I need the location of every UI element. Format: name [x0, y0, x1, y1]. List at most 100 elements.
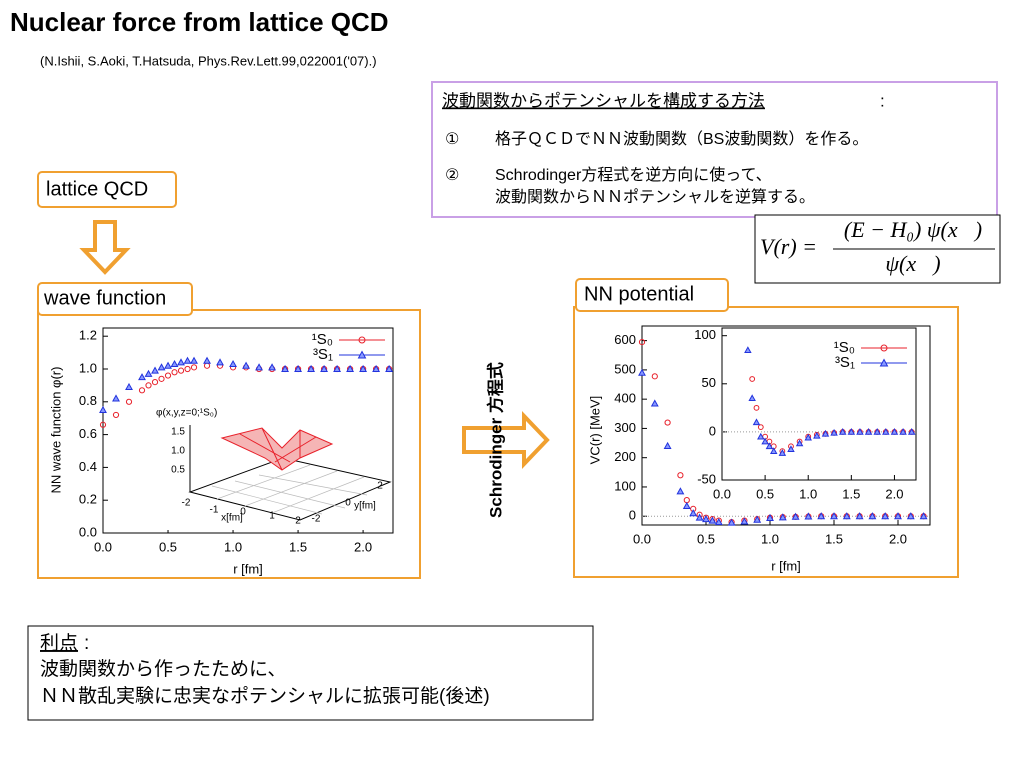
y-tick-label: 0: [629, 508, 636, 523]
data-point: [753, 515, 762, 523]
data-point: [294, 364, 303, 372]
label-text: lattice QCD: [46, 178, 148, 200]
legend-label: ¹S₀: [834, 339, 855, 356]
item-mark: ①: [445, 131, 459, 148]
data-point: [164, 361, 172, 369]
data-point: [765, 442, 774, 450]
data-point: [664, 419, 671, 426]
y-axis-label: NN wave function φ(r): [48, 367, 63, 494]
data-point: [847, 427, 856, 435]
y-tick-label: 0: [709, 423, 716, 438]
label-text: wave function: [43, 287, 166, 309]
item-text: 波動関数からＮＮポテンシャルを逆算する。: [495, 187, 815, 206]
x-tick-label: 2.0: [889, 531, 907, 546]
legend-marker: [358, 336, 366, 344]
data-point: [99, 405, 107, 413]
advantage-colon: :: [84, 633, 89, 654]
data-point: [868, 512, 877, 520]
surface-grid: [211, 464, 368, 515]
surface-inset: [152, 404, 392, 530]
y-tick-label: 0.0: [79, 524, 97, 539]
data-point: [138, 387, 146, 394]
data-point: [748, 394, 756, 402]
formula-denominator: ψ(x⃗): [885, 251, 940, 276]
data-point: [821, 429, 830, 437]
y-tick-label: 1.0: [79, 360, 97, 375]
plot-area: [721, 327, 917, 481]
data-point: [164, 372, 172, 379]
y-axis-label: VC(r) [MeV]: [587, 396, 602, 465]
data-point: [676, 487, 685, 495]
data-point: [695, 513, 704, 521]
data-point: [125, 398, 133, 405]
data-point: [177, 358, 185, 366]
y-tick-label: 100: [694, 327, 716, 342]
data-point: [663, 441, 672, 449]
data-point: [804, 512, 813, 520]
data-point: [842, 512, 851, 520]
x-tick-label: 0.5: [756, 486, 774, 501]
x-tick-label: 1.5: [289, 539, 307, 554]
data-point: [856, 427, 864, 435]
data-point: [170, 359, 179, 368]
formula-lhs: V(r) =: [760, 234, 817, 259]
data-point: [702, 515, 710, 523]
data-point: [677, 472, 684, 479]
data-point: [689, 509, 698, 517]
data-point: [638, 338, 646, 346]
x-tick-label: 2.0: [885, 486, 903, 501]
x-tick-label: 1.0: [224, 539, 242, 554]
data-point: [242, 361, 250, 369]
down-arrow: [79, 220, 131, 275]
data-point: [112, 394, 120, 402]
surface-label: x[fm]: [221, 513, 243, 524]
data-point: [766, 513, 774, 521]
legend-label: ³S₁: [313, 346, 333, 363]
data-point: [855, 512, 864, 520]
surface-title: φ(x,y,z=0;¹S₀): [156, 408, 217, 419]
surface-label: y[fm]: [354, 501, 376, 512]
data-point: [203, 356, 211, 364]
legend-label: ¹S₀: [312, 331, 333, 348]
data-point: [864, 427, 873, 435]
surface-tick: 2: [377, 481, 383, 492]
data-point: [385, 364, 394, 372]
data-point: [795, 439, 804, 447]
right-arrow: [462, 411, 550, 469]
method-colon: :: [880, 91, 885, 110]
advantage-text: 波動関数から作ったために、: [40, 658, 286, 680]
data-point: [894, 512, 902, 520]
data-point: [151, 366, 159, 374]
data-point: [778, 513, 787, 521]
data-point: [216, 358, 224, 366]
x-tick-label: 2.0: [354, 539, 372, 554]
surface-tick: -2: [182, 498, 191, 509]
formula-numerator: (E − H₀) ψ(x⃗): [844, 217, 982, 242]
data-point: [229, 359, 237, 368]
legend-marker: [879, 358, 889, 367]
data-point: [744, 346, 752, 353]
data-point: [708, 516, 717, 524]
y-tick-label: 1.2: [79, 328, 97, 343]
data-point: [346, 364, 355, 372]
data-point: [372, 364, 381, 372]
x-axis-label: r [fm]: [771, 558, 801, 573]
x-tick-label: 0.0: [94, 539, 112, 554]
label-text: NN potential: [584, 283, 694, 305]
item-mark: ②: [445, 167, 459, 184]
data-point: [791, 512, 800, 520]
data-point: [813, 431, 821, 439]
y-tick-label: 0.8: [79, 393, 97, 408]
data-point: [727, 518, 736, 526]
data-point: [740, 517, 749, 525]
y-tick-label: 0.6: [79, 426, 97, 441]
x-tick-label: 1.5: [842, 486, 860, 501]
item-text: Schrodinger方程式を逆方向に使って、: [495, 166, 772, 184]
data-point: [255, 363, 264, 371]
method-heading: 波動関数からポテンシャルを構成する方法: [442, 91, 765, 110]
data-point: [281, 364, 290, 372]
citation: (N.Ishii, S.Aoki, T.Hatsuda, Phys.Rev.Le…: [40, 53, 377, 68]
legend-label: ³S₁: [835, 354, 855, 371]
y-tick-label: 50: [702, 375, 716, 390]
